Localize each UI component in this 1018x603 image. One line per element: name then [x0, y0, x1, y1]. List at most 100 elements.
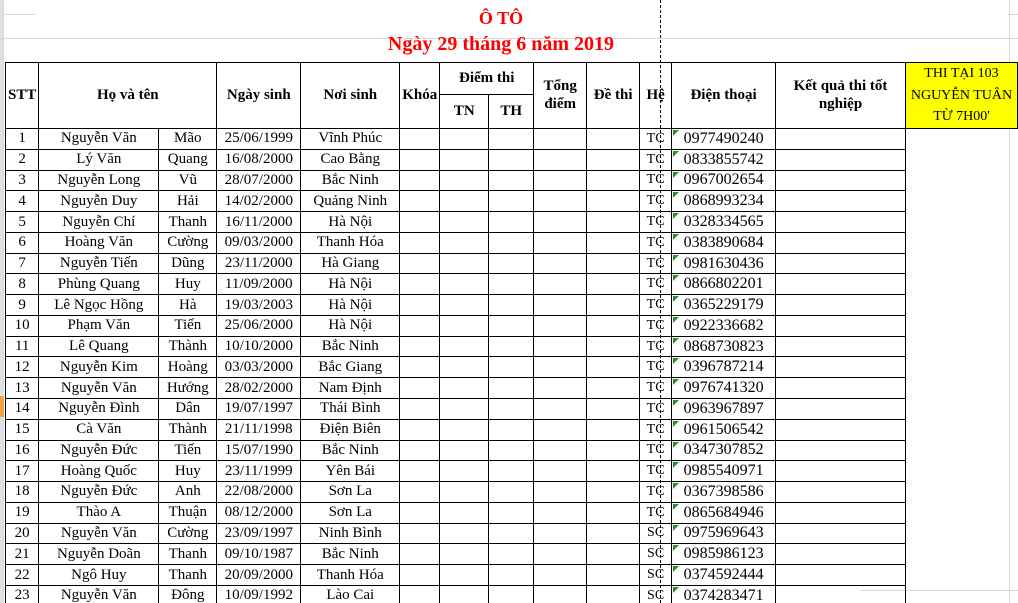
cell-dien-thoai[interactable]: 0963967897	[671, 398, 777, 420]
cell-noi-sinh[interactable]: Sơn La	[300, 501, 401, 524]
cell-th[interactable]	[488, 398, 535, 420]
cell-tn[interactable]	[439, 169, 490, 192]
cell-khoa[interactable]	[399, 522, 441, 545]
cell-tn[interactable]	[439, 335, 490, 358]
cell-tong-diem[interactable]	[533, 211, 588, 233]
cell-ten[interactable]: Cường	[158, 522, 218, 545]
cell-khoa[interactable]	[399, 460, 441, 483]
cell-de-thi[interactable]	[586, 543, 641, 566]
cell-th[interactable]	[488, 273, 535, 296]
cell-ngay-sinh[interactable]: 08/12/2000	[216, 501, 302, 524]
cell-ket-qua[interactable]	[775, 294, 906, 316]
cell-ho[interactable]: Phạm Văn	[38, 314, 160, 337]
cell-ho[interactable]: Nguyễn Văn	[38, 522, 160, 545]
cell-de-thi[interactable]	[586, 377, 641, 400]
cell-th[interactable]	[488, 356, 535, 379]
cell-he[interactable]: TC	[639, 481, 673, 503]
cell-dien-thoai[interactable]: 0975969643	[671, 522, 777, 545]
sheet-subtitle-date[interactable]: Ngày 29 tháng 6 năm 2019	[387, 33, 615, 55]
cell-ket-qua[interactable]	[775, 273, 906, 296]
cell-tn[interactable]	[439, 128, 490, 150]
cell-th[interactable]	[488, 460, 535, 483]
cell-th[interactable]	[488, 377, 535, 400]
cell-tn[interactable]	[439, 314, 490, 337]
cell-ho[interactable]: Nguyễn Doãn	[38, 543, 160, 566]
cell-he[interactable]: SC	[639, 584, 673, 603]
cell-stt[interactable]: 17	[4, 460, 40, 483]
cell-ket-qua[interactable]	[775, 439, 906, 462]
cell-ket-qua[interactable]	[775, 522, 906, 545]
cell-noi-sinh[interactable]: Bắc Ninh	[300, 335, 401, 358]
cell-ho[interactable]: Nguyễn Đức	[38, 439, 160, 462]
cell-ket-qua[interactable]	[775, 356, 906, 379]
cell-ho[interactable]: Hoàng Văn	[38, 231, 160, 254]
header-th[interactable]: TH	[488, 94, 535, 130]
header-he[interactable]: Hệ	[639, 61, 673, 130]
cell-ten[interactable]: Dân	[158, 398, 218, 420]
cell-ngay-sinh[interactable]: 23/11/2000	[216, 252, 302, 275]
cell-tong-diem[interactable]	[533, 439, 588, 462]
cell-de-thi[interactable]	[586, 169, 641, 192]
cell-tong-diem[interactable]	[533, 294, 588, 316]
cell-de-thi[interactable]	[586, 148, 641, 171]
cell-th[interactable]	[488, 314, 535, 337]
cell-ket-qua[interactable]	[775, 314, 906, 337]
cell-ten[interactable]: Mão	[158, 128, 218, 150]
cell-ket-qua[interactable]	[775, 231, 906, 254]
cell-khoa[interactable]	[399, 273, 441, 296]
cell-ten[interactable]: Hoàng	[158, 356, 218, 379]
cell-tn[interactable]	[439, 564, 490, 586]
cell-khoa[interactable]	[399, 564, 441, 586]
cell-ket-qua[interactable]	[775, 501, 906, 524]
cell-ho[interactable]: Lê Quang	[38, 335, 160, 358]
cell-noi-sinh[interactable]: Ninh Bình	[300, 522, 401, 545]
cell-stt[interactable]: 22	[4, 564, 40, 586]
cell-noi-sinh[interactable]: Quảng Ninh	[300, 190, 401, 213]
cell-dien-thoai[interactable]: 0981630436	[671, 252, 777, 275]
cell-khoa[interactable]	[399, 501, 441, 524]
cell-dien-thoai[interactable]: 0977490240	[671, 128, 777, 150]
cell-ngay-sinh[interactable]: 10/09/1992	[216, 584, 302, 603]
cell-ten[interactable]: Quang	[158, 148, 218, 171]
cell-ten[interactable]: Hà	[158, 294, 218, 316]
cell-th[interactable]	[488, 522, 535, 545]
cell-he[interactable]: TC	[639, 418, 673, 441]
cell-ho[interactable]: Cà Văn	[38, 418, 160, 441]
cell-de-thi[interactable]	[586, 481, 641, 503]
cell-ho[interactable]: Hoàng Quốc	[38, 460, 160, 483]
cell-stt[interactable]: 21	[4, 543, 40, 566]
cell-ngay-sinh[interactable]: 16/08/2000	[216, 148, 302, 171]
cell-th[interactable]	[488, 418, 535, 441]
cell-tn[interactable]	[439, 356, 490, 379]
cell-stt[interactable]: 23	[4, 584, 40, 603]
cell-noi-sinh[interactable]: Bắc Ninh	[300, 169, 401, 192]
cell-ngay-sinh[interactable]: 19/07/1997	[216, 398, 302, 420]
cell-tn[interactable]	[439, 543, 490, 566]
cell-ten[interactable]: Đông	[158, 584, 218, 603]
cell-tong-diem[interactable]	[533, 460, 588, 483]
cell-noi-sinh[interactable]: Thái Bình	[300, 398, 401, 420]
cell-stt[interactable]: 7	[4, 252, 40, 275]
cell-tn[interactable]	[439, 439, 490, 462]
cell-noi-sinh[interactable]: Yên Bái	[300, 460, 401, 483]
cell-de-thi[interactable]	[586, 398, 641, 420]
cell-ngay-sinh[interactable]: 20/09/2000	[216, 564, 302, 586]
cell-tn[interactable]	[439, 398, 490, 420]
cell-tong-diem[interactable]	[533, 356, 588, 379]
cell-tn[interactable]	[439, 294, 490, 316]
cell-th[interactable]	[488, 564, 535, 586]
cell-he[interactable]: TC	[639, 190, 673, 213]
cell-ten[interactable]: Thanh	[158, 564, 218, 586]
cell-noi-sinh[interactable]: Sơn La	[300, 481, 401, 503]
cell-ho[interactable]: Nguyễn Văn	[38, 377, 160, 400]
cell-stt[interactable]: 2	[4, 148, 40, 171]
header-stt[interactable]: STT	[4, 61, 40, 130]
cell-tong-diem[interactable]	[533, 398, 588, 420]
header-ket-qua[interactable]: Kết quả thi tốt nghiệp	[775, 61, 906, 130]
cell-noi-sinh[interactable]: Bắc Giang	[300, 356, 401, 379]
cell-ngay-sinh[interactable]: 23/09/1997	[216, 522, 302, 545]
cell-khoa[interactable]	[399, 211, 441, 233]
cell-tong-diem[interactable]	[533, 128, 588, 150]
cell-ten[interactable]: Thuận	[158, 501, 218, 524]
header-tong-diem[interactable]: Tổng điểm	[533, 61, 588, 130]
